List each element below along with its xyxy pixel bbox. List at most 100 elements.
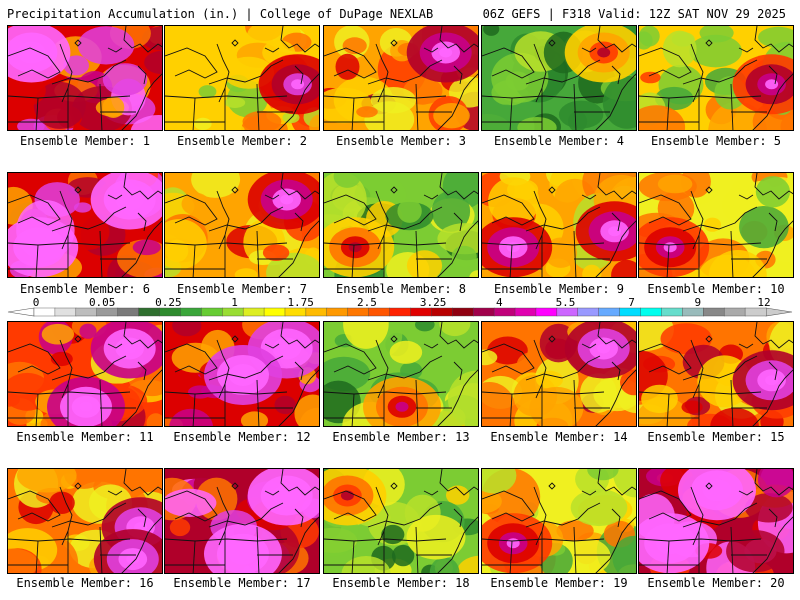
colorbar-swatch xyxy=(514,307,537,317)
member-caption: Ensemble Member: 2 xyxy=(176,134,308,148)
precip-cell xyxy=(8,74,46,107)
precip-hotspot xyxy=(280,194,294,205)
colorbar-tick-label: 4 xyxy=(496,296,503,309)
station-marker xyxy=(548,335,556,343)
colorbar-tick-label: 0.05 xyxy=(89,296,116,309)
precip-hotspot xyxy=(236,548,250,559)
precip-cell xyxy=(744,493,793,523)
precip-cell xyxy=(342,37,367,55)
colorbar-tick-label: 0.25 xyxy=(155,296,182,309)
precip-cell xyxy=(356,106,378,118)
precip-cell xyxy=(568,111,588,130)
colorbar-swatch xyxy=(33,307,56,317)
station-marker xyxy=(390,39,398,47)
colorbar-tick-label: 9 xyxy=(694,296,701,309)
colorbar-swatch xyxy=(201,307,223,317)
precip-hotspot xyxy=(439,47,453,58)
precip-cell xyxy=(482,469,517,494)
colorbar-swatch xyxy=(410,307,432,317)
precip-cell xyxy=(439,322,471,337)
precip-cell xyxy=(613,469,636,498)
member-caption: Ensemble Member: 7 xyxy=(176,282,308,296)
precip-cell xyxy=(755,176,790,208)
ensemble-member-map xyxy=(164,25,320,131)
colorbar-swatch xyxy=(368,307,391,317)
precip-cell xyxy=(333,173,361,188)
map-outline xyxy=(324,26,478,130)
precip-cell xyxy=(483,26,500,36)
precip-cell xyxy=(165,239,189,263)
colorbar-swatch xyxy=(242,307,265,317)
ensemble-member-map xyxy=(323,25,479,131)
map-outline xyxy=(482,322,636,426)
ensemble-member-map xyxy=(638,321,794,427)
precip-cell xyxy=(341,556,391,573)
precip-cell xyxy=(309,114,319,130)
member-caption: Ensemble Member: 5 xyxy=(650,134,782,148)
colorbar-swatch xyxy=(723,307,746,317)
colorbar-tick-label: 7 xyxy=(628,296,635,309)
station-marker xyxy=(390,186,398,194)
colorbar-swatch xyxy=(452,307,474,317)
map-outline xyxy=(165,26,319,130)
colorbar-swatch xyxy=(138,307,160,317)
precip-cell xyxy=(640,71,661,84)
precip-cell xyxy=(144,50,162,75)
precip-cell xyxy=(536,370,563,389)
precip-hotspot xyxy=(32,242,46,253)
colorbar-swatch xyxy=(556,307,579,317)
precip-cell xyxy=(556,520,594,542)
station-marker xyxy=(231,39,239,47)
member-caption: Ensemble Member: 1 xyxy=(19,134,151,148)
precip-cell xyxy=(699,26,734,43)
precip-cell xyxy=(703,217,721,232)
map-outline xyxy=(165,322,319,426)
precip-cell xyxy=(429,557,460,573)
precip-cell xyxy=(611,259,636,277)
precip-cell xyxy=(580,373,617,413)
precip-hotspot xyxy=(663,242,677,253)
ensemble-member-map xyxy=(481,321,637,427)
member-caption: Ensemble Member: 15 xyxy=(647,430,785,444)
precip-cell xyxy=(431,190,471,232)
ensemble-member-map xyxy=(7,172,163,278)
station-marker xyxy=(74,335,82,343)
map-outline xyxy=(165,173,319,277)
precip-hotspot xyxy=(236,370,250,380)
precip-hotspot xyxy=(765,79,779,90)
colorbar-swatch xyxy=(347,307,370,317)
station-marker xyxy=(548,186,556,194)
colorbar-swatch xyxy=(703,307,725,317)
precip-cell xyxy=(698,254,757,277)
member-caption: Ensemble Member: 18 xyxy=(332,576,470,590)
station-marker xyxy=(74,482,82,490)
member-caption: Ensemble Member: 19 xyxy=(490,576,628,590)
station-marker xyxy=(705,186,713,194)
map-outline xyxy=(639,469,793,573)
precip-cell xyxy=(438,406,466,426)
precip-hotspot xyxy=(395,401,409,412)
run-info: 06Z GEFS | F318 Valid: 12Z SAT NOV 29 20… xyxy=(482,7,786,21)
precip-cell xyxy=(8,548,39,573)
precip-cell xyxy=(77,26,135,65)
precip-cell xyxy=(406,250,443,277)
map-outline xyxy=(324,322,478,426)
precip-cell xyxy=(33,81,86,129)
precip-cell xyxy=(710,407,759,426)
precip-cell xyxy=(181,192,211,216)
member-caption: Ensemble Member: 17 xyxy=(173,576,311,590)
precip-cell xyxy=(370,87,416,114)
member-caption: Ensemble Member: 14 xyxy=(490,430,628,444)
colorbar-swatch xyxy=(54,307,77,317)
ensemble-member-map xyxy=(481,25,637,131)
ensemble-member-map xyxy=(323,468,479,574)
precip-cell xyxy=(242,110,282,130)
member-caption: Ensemble Member: 16 xyxy=(16,576,154,590)
station-marker xyxy=(548,39,556,47)
ensemble-member-map xyxy=(638,25,794,131)
station-marker xyxy=(231,482,239,490)
precip-cell xyxy=(641,384,678,414)
precip-hotspot xyxy=(126,554,140,565)
map-outline xyxy=(8,322,162,426)
precip-cell xyxy=(529,386,584,426)
